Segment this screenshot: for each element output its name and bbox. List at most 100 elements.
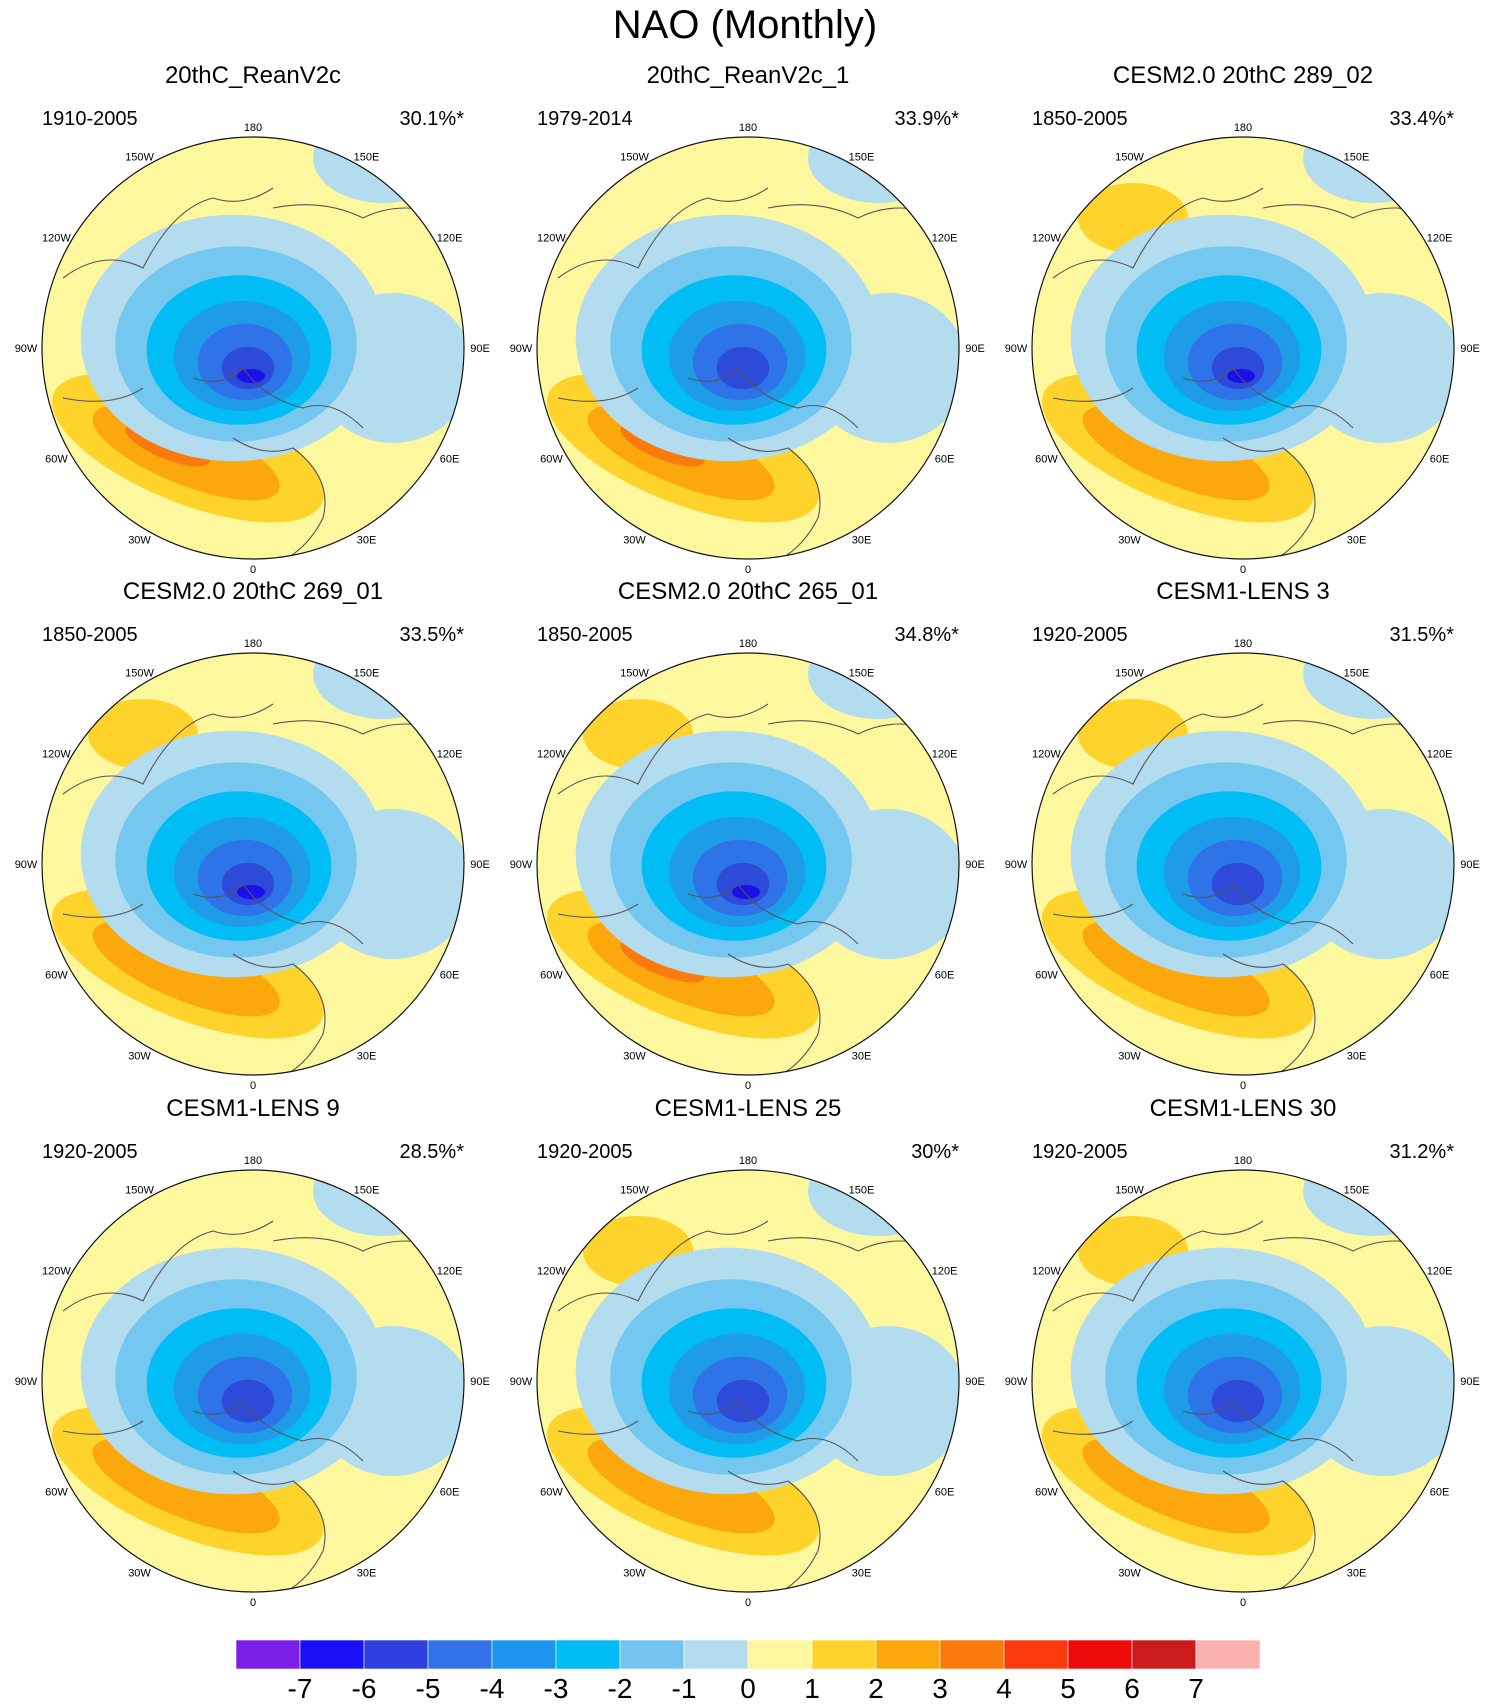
longitude-label: 120E: [1427, 1266, 1453, 1278]
coastline: [1222, 1470, 1316, 1592]
panel-title: 20thC_ReanV2c_1: [647, 62, 850, 89]
longitude-label: 90E: [470, 1376, 490, 1388]
longitude-label: 60W: [540, 1487, 563, 1499]
panel-period: 1979-2014: [537, 108, 633, 130]
coastline: [1052, 1420, 1134, 1435]
longitude-label: 30W: [128, 1050, 151, 1062]
longitude-label: 180: [1234, 1155, 1252, 1167]
longitude-label: 120W: [537, 1266, 566, 1278]
panel-title: CESM2.0 20thC 265_01: [618, 578, 878, 605]
panel-title: CESM1-LENS 3: [1156, 578, 1329, 605]
longitude-label: 120E: [437, 1266, 463, 1278]
colorbar-tick-label: 3: [932, 1673, 948, 1704]
coastline: [232, 437, 326, 559]
longitude-label: 120W: [42, 749, 71, 761]
coastline: [727, 953, 821, 1075]
contour-neg-5: [221, 1379, 275, 1423]
coastline: [727, 437, 821, 559]
longitude-label: 120E: [437, 749, 463, 761]
colorbar-cell: [683, 1639, 749, 1670]
panel-title: CESM2.0 20thC 289_02: [1113, 62, 1373, 89]
panel-variance: 33.9%*: [895, 108, 960, 130]
map-frame: [41, 652, 465, 1076]
colorbar-cell: [1003, 1639, 1069, 1670]
longitude-label: 150W: [1115, 1185, 1144, 1197]
colorbar-tick-label: -4: [480, 1673, 505, 1704]
longitude-label: 30E: [1347, 534, 1367, 546]
coastline: [62, 187, 274, 279]
colorbar-cell: [811, 1639, 877, 1670]
map-field: [537, 653, 959, 1075]
map-frame: [41, 136, 465, 560]
longitude-label: 30E: [1347, 1567, 1367, 1579]
panel-variance: 33.4%*: [1390, 108, 1455, 130]
longitude-label: 120W: [1032, 233, 1061, 245]
longitude-label: 60E: [440, 454, 460, 466]
colorbar-tick-label: 5: [1060, 1673, 1076, 1704]
longitude-label: 30W: [128, 534, 151, 546]
contour-neg-6: [1227, 369, 1255, 383]
longitude-label: 0: [1240, 1080, 1246, 1092]
longitude-label: 150E: [354, 668, 380, 680]
coastline: [557, 703, 769, 795]
coastline: [62, 903, 144, 918]
colorbar-tick-label: 6: [1124, 1673, 1140, 1704]
longitude-label: 150W: [620, 152, 649, 164]
colorbar-cell: [491, 1639, 557, 1670]
longitude-label: 60W: [45, 970, 68, 982]
longitude-label: 60E: [1430, 970, 1450, 982]
coastline: [192, 883, 364, 945]
colorbar-cell: [875, 1639, 941, 1670]
longitude-label: 30W: [623, 534, 646, 546]
panel-title: CESM2.0 20thC 269_01: [123, 578, 383, 605]
colorbar-cell: [1067, 1639, 1133, 1670]
longitude-label: 150W: [125, 668, 154, 680]
panel-period: 1850-2005: [42, 624, 138, 646]
longitude-label: 180: [739, 638, 757, 650]
panel-variance: 28.5%*: [400, 1141, 465, 1163]
longitude-label: 150W: [1115, 152, 1144, 164]
colorbar-tick-label: -6: [352, 1673, 377, 1704]
coastline: [1182, 883, 1354, 945]
colorbar-tick-label: -7: [288, 1673, 313, 1704]
longitude-label: 90W: [510, 1376, 533, 1388]
map-frame: [41, 1169, 465, 1593]
colorbar-cell: [363, 1639, 429, 1670]
panel-title: 20thC_ReanV2c: [165, 62, 341, 89]
colorbar-tick-label: 2: [868, 1673, 884, 1704]
map-field: [1032, 1170, 1454, 1592]
panel-variance: 34.8%*: [895, 624, 960, 646]
longitude-label: 150E: [1344, 668, 1370, 680]
panel-period: 1850-2005: [537, 624, 633, 646]
longitude-label: 30E: [357, 1567, 377, 1579]
longitude-label: 150E: [354, 1185, 380, 1197]
longitude-label: 30W: [623, 1050, 646, 1062]
colorbar-tick-label: 4: [996, 1673, 1012, 1704]
colorbar-tick-label: 7: [1188, 1673, 1204, 1704]
coastline: [1182, 1400, 1354, 1462]
coastline: [62, 1220, 274, 1312]
contour-neg-5: [716, 346, 770, 390]
longitude-label: 120W: [42, 1266, 71, 1278]
longitude-label: 120W: [42, 233, 71, 245]
longitude-label: 0: [1240, 564, 1246, 576]
panels: 180 150E 120E 90E 60E 30E 0 30W 60W 90W 120W 150W 20…: [15, 62, 1480, 1609]
panel-period: 1920-2005: [42, 1141, 138, 1163]
longitude-label: 150E: [849, 1185, 875, 1197]
longitude-label: 60E: [935, 970, 955, 982]
colorbar-cell: [555, 1639, 621, 1670]
longitude-label: 30E: [852, 1050, 872, 1062]
coastline: [557, 903, 639, 918]
longitude-label: 30E: [852, 534, 872, 546]
contour-neg-5: [1211, 862, 1265, 906]
panel-title: CESM1-LENS 30: [1150, 1095, 1337, 1122]
panel-variance: 31.5%*: [1390, 624, 1455, 646]
coastline: [557, 1220, 769, 1312]
coastline: [557, 187, 769, 279]
longitude-label: 150E: [354, 152, 380, 164]
map-field: [42, 1170, 464, 1592]
longitude-label: 30W: [1118, 1567, 1141, 1579]
panel-variance: 30%*: [911, 1141, 959, 1163]
longitude-label: 90W: [15, 1376, 38, 1388]
